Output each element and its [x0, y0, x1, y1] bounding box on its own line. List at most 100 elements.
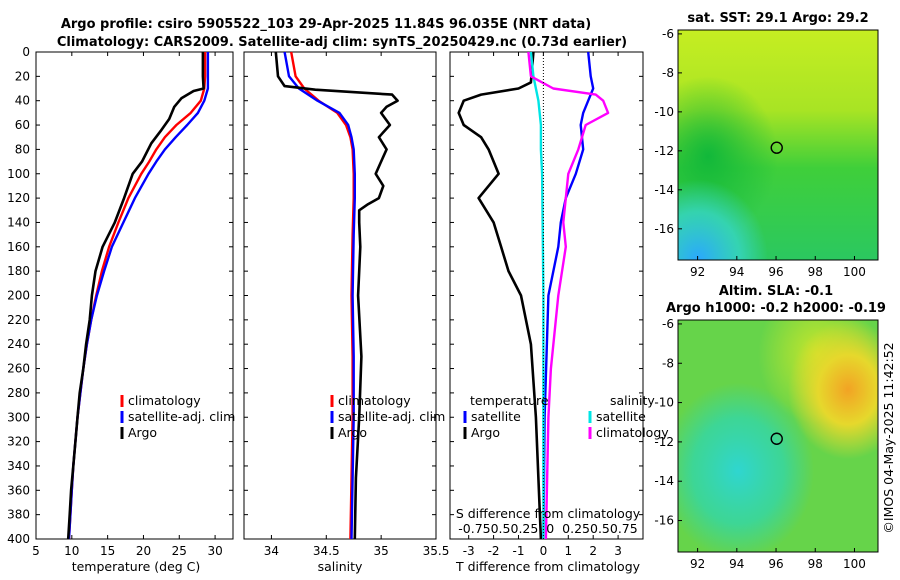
x-tick-label: -3: [463, 544, 475, 558]
map-y-tick-label: -16: [654, 514, 674, 528]
depth-tick-label: 60: [15, 118, 30, 132]
map-x-tick-label: 96: [768, 557, 783, 571]
series-climatology: [290, 51, 355, 540]
map-y-tick-label: -10: [654, 105, 674, 119]
x-tick-label: -2: [488, 544, 500, 558]
x-tick-label: -1: [512, 544, 524, 558]
legend-title-salinity: salinity: [610, 393, 655, 408]
series-t-satellite: [542, 51, 595, 540]
map-x-tick-label: 92: [690, 557, 705, 571]
s-difference-label: S difference from climatology: [456, 506, 641, 521]
imos-credit: ©IMOS 04-May-2025 11:42:52: [881, 342, 896, 533]
x-tick-label: 10: [64, 544, 79, 558]
x-tick-label: 15: [100, 544, 115, 558]
sst-map-frame: [677, 29, 879, 261]
depth-tick-label: 340: [7, 459, 30, 473]
depth-tick-label: 380: [7, 508, 30, 522]
map-y-tick-label: -12: [654, 144, 674, 158]
series-satellite-adj-clim: [67, 52, 210, 540]
depth-tick-label: 220: [7, 313, 30, 327]
x-tick-label: 35.5: [423, 544, 450, 558]
x-tick-label: 5: [32, 544, 40, 558]
x-tick-label: 20: [136, 544, 151, 558]
depth-tick-label: 160: [7, 240, 30, 254]
map-y-tick-label: -6: [662, 27, 674, 41]
difference-plot: -3 -2 -1 0 1 2 3: [457, 51, 622, 558]
x-tick-label: 34.5: [313, 544, 340, 558]
x-tick-label: 1: [564, 544, 572, 558]
depth-tick-label: 280: [7, 386, 30, 400]
map-y-tick-label: -14: [654, 183, 674, 197]
map-x-tick-label: 98: [808, 557, 823, 571]
difference-legend: temperature salinity satellite Argo sate…: [463, 393, 669, 440]
depth-tick-label: 0: [22, 45, 30, 59]
map-x-tick-label: 100: [843, 265, 866, 279]
depth-tick-label: 40: [15, 94, 30, 108]
sst-map-title: sat. SST: 29.1 Argo: 29.2: [687, 11, 868, 26]
sla-map-title-line2: Argo h1000: -0.2 h2000: -0.19: [666, 301, 886, 316]
sla-map-frame: [677, 319, 879, 553]
map-y-tick-label: -6: [662, 317, 674, 331]
series-t-argo: [457, 51, 543, 540]
salinity-xlabel: salinity: [318, 559, 363, 574]
legend-label-s-climatology: climatology: [596, 425, 669, 440]
legend-title-temperature: temperature: [470, 393, 549, 408]
argo-location-marker: [770, 141, 783, 154]
sst-map: 92 94 96 98 100 -6 -8 -10 -12 -14 -16: [654, 27, 879, 279]
series-argo: [274, 51, 399, 540]
legend-label-argo: Argo: [338, 425, 367, 440]
x-tick-label: 3: [614, 544, 622, 558]
figure-title-line2: Climatology: CARS2009. Satellite-adj cli…: [57, 35, 627, 50]
depth-tick-label: 260: [7, 362, 30, 376]
sla-low-region: [678, 320, 878, 552]
salinity-plot: 34 34.5 35 35.5: [264, 51, 450, 558]
map-y-tick-label: -16: [654, 222, 674, 236]
map-x-tick-label: 92: [690, 265, 705, 279]
map-x-tick-label: 98: [808, 265, 823, 279]
series-s-climatology: [527, 51, 610, 540]
depth-tick-label: 300: [7, 410, 30, 424]
sla-map-title-line1: Altim. SLA: -0.1: [719, 284, 833, 299]
figure-title-line1: Argo profile: csiro 5905522_103 29-Apr-2…: [61, 17, 591, 32]
depth-tick-label: 20: [15, 69, 30, 83]
sla-map-ticks: 92 94 96 98 100 -6 -8 -10 -12 -14 -16: [654, 317, 866, 571]
map-y-tick-label: -8: [662, 356, 674, 370]
legend-label-argo: Argo: [128, 425, 157, 440]
temperature-axes: [35, 51, 234, 540]
temperature-plot: 5 10 15 20 25 30: [32, 52, 223, 558]
series-argo: [66, 52, 205, 540]
legend-label-climatology: climatology: [128, 393, 201, 408]
depth-tick-label: 320: [7, 435, 30, 449]
depth-tick-label: 200: [7, 289, 30, 303]
x-tick-label: 2: [589, 544, 597, 558]
legend-label-t-satellite: satellite: [471, 409, 521, 424]
map-y-tick-label: -12: [654, 435, 674, 449]
depth-tick-label: 360: [7, 483, 30, 497]
legend-label-s-satellite: satellite: [596, 409, 646, 424]
difference-xlabel: T difference from climatology: [455, 559, 641, 574]
depth-axis: 0 20 40 60 80 100 120 140 160 180 200 220 240 260 280 3…: [7, 45, 643, 546]
salinity-legend: climatology satellite-adj. clim Argo: [330, 393, 445, 440]
legend-label-satellite: satellite-adj. clim: [338, 409, 445, 424]
legend-label-t-argo: Argo: [471, 425, 500, 440]
salinity-axes: [243, 51, 437, 540]
temperature-xlabel: temperature (deg C): [72, 559, 201, 574]
depth-tick-label: 240: [7, 337, 30, 351]
depth-tick-label: 80: [15, 142, 30, 156]
map-x-tick-label: 94: [729, 557, 744, 571]
map-x-tick-label: 96: [768, 265, 783, 279]
map-y-tick-label: -8: [662, 66, 674, 80]
depth-tick-label: 180: [7, 264, 30, 278]
x-tick-label: 30: [207, 544, 222, 558]
sst-cold-region: [678, 30, 878, 260]
legend-label-climatology: climatology: [338, 393, 411, 408]
map-x-tick-label: 100: [843, 557, 866, 571]
s-difference-ticks: -0.750.50.25 0 0.250.50.75: [458, 521, 637, 536]
depth-tick-label: 400: [7, 532, 30, 546]
x-tick-label: 35: [374, 544, 389, 558]
temperature-legend: climatology satellite-adj. clim Argo: [120, 393, 235, 440]
map-x-tick-label: 94: [729, 265, 744, 279]
legend-label-satellite: satellite-adj. clim: [128, 409, 235, 424]
sla-map: 92 94 96 98 100 -6 -8 -10 -12 -14 -16: [654, 317, 879, 571]
